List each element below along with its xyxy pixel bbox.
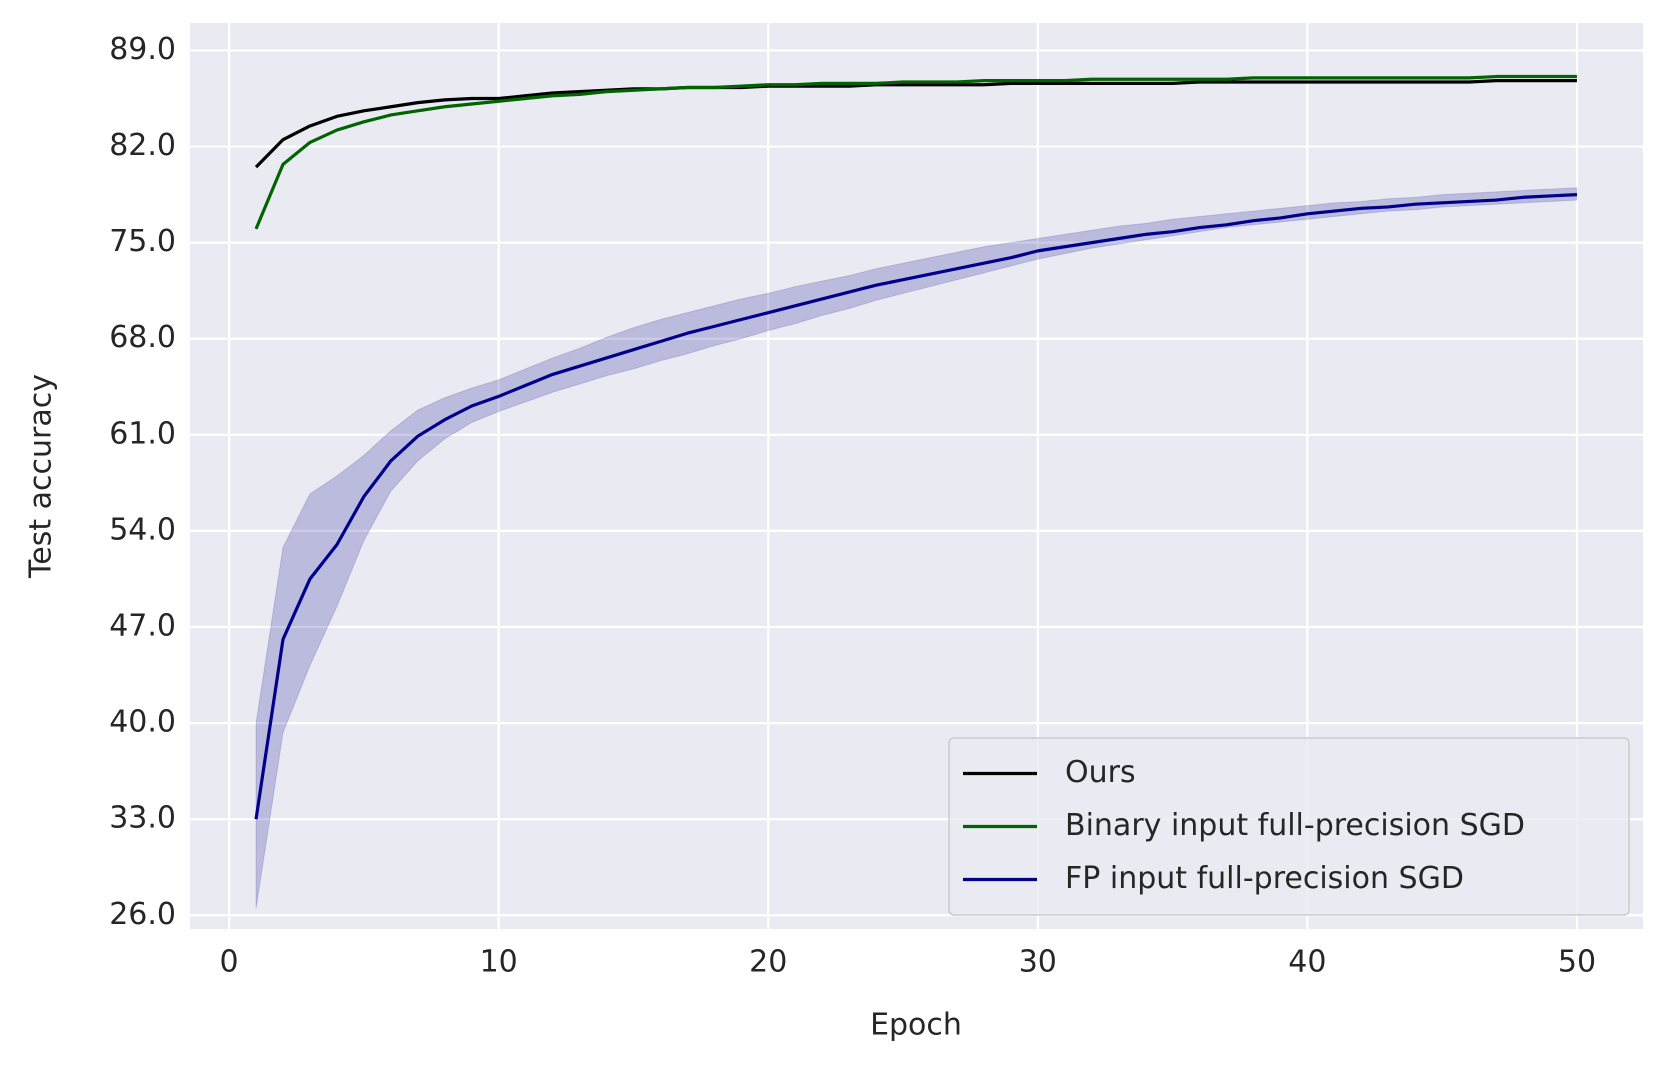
x-axis-label: Epoch	[870, 1008, 962, 1043]
x-tick-label: 20	[749, 945, 787, 980]
legend-label: Binary input full-precision SGD	[1065, 808, 1525, 843]
grid	[190, 23, 1643, 929]
y-tick-label: 26.0	[109, 897, 176, 932]
y-tick-label: 75.0	[109, 224, 176, 259]
series-line	[254, 192, 1578, 820]
confidence-band	[255, 187, 1578, 909]
y-axis-label: Test accuracy	[24, 374, 59, 579]
x-tick-label: 0	[220, 945, 239, 980]
y-tick-label: 40.0	[109, 705, 176, 740]
y-tick-label: 54.0	[109, 512, 176, 547]
x-tick-label: 10	[480, 945, 518, 980]
legend-label: Ours	[1065, 755, 1136, 790]
series-line	[254, 79, 1577, 169]
x-tick-label: 40	[1288, 945, 1326, 980]
legend-box	[948, 737, 1630, 916]
y-tick-label: 33.0	[109, 801, 176, 836]
y-tick-label: 47.0	[109, 609, 176, 644]
tick-labels: 26.0 33.0 40.0 47.0 54.0 61.0 68.0 75.0 82.0 89.0…	[109, 32, 1596, 980]
x-tick-label: 30	[1019, 945, 1057, 980]
marks	[254, 74, 1578, 909]
legend-label: FP input full-precision SGD	[1065, 861, 1464, 896]
y-tick-label: 89.0	[109, 32, 176, 67]
series-line	[254, 74, 1577, 230]
y-tick-label: 61.0	[109, 416, 176, 451]
y-tick-label: 82.0	[109, 128, 176, 163]
x-tick-label: 50	[1558, 945, 1596, 980]
legend: Ours Binary input full-precision SGD FP in…	[948, 737, 1630, 916]
y-tick-label: 68.0	[109, 320, 176, 355]
